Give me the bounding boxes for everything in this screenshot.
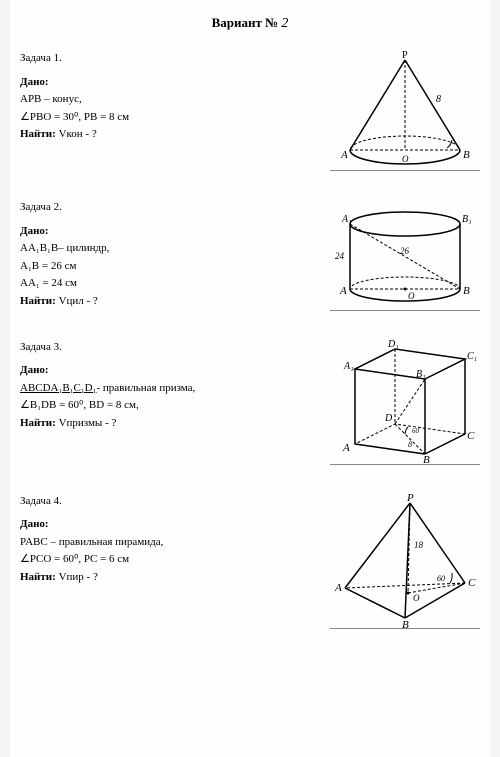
task-4-line-1: PABC – правильная пирамида, — [20, 534, 320, 552]
worksheet-page: Вариант № 2 Задача 1. Дано: APB – конус,… — [10, 0, 490, 757]
task-2-title: Задача 2. — [20, 199, 320, 217]
svg-text:A: A — [339, 285, 347, 297]
task-4-find: Найти: Vпир - ? — [20, 569, 320, 587]
svg-text:B: B — [423, 454, 430, 464]
find-value: Vпир - ? — [59, 571, 98, 583]
given-label: Дано: — [20, 74, 320, 92]
find-label: Найти: — [20, 295, 56, 307]
task-1-text: Задача 1. Дано: APB – конус, ∠PBO = 30⁰,… — [20, 50, 330, 171]
task-1: Задача 1. Дано: APB – конус, ∠PBO = 30⁰,… — [20, 50, 480, 171]
svg-text:A: A — [340, 149, 348, 161]
task-2: Задача 2. Дано: AA₁B₁B– цилиндр, A₁B = 2… — [20, 199, 480, 311]
svg-text:B: B — [402, 619, 409, 628]
find-value: Vкон - ? — [59, 128, 97, 140]
task-1-title: Задача 1. — [20, 50, 320, 68]
variant-number: 2 — [281, 16, 288, 31]
svg-text:18: 18 — [414, 540, 424, 550]
task-4-title: Задача 4. — [20, 493, 320, 511]
cylinder-icon: A₁ B₁ A B O 24 26 — [330, 199, 480, 309]
variant-header: Вариант № 2 — [20, 15, 480, 32]
task-2-text: Задача 2. Дано: AA₁B₁B– цилиндр, A₁B = 2… — [20, 199, 330, 311]
svg-text:O: O — [413, 593, 420, 603]
svg-text:B₁: B₁ — [462, 214, 472, 225]
variant-label: Вариант № — [212, 15, 279, 30]
svg-text:A: A — [334, 582, 342, 594]
task-3-diagram: A₁ B₁ C₁ D₁ A B C D 8 60 — [330, 339, 480, 465]
task-1-line-1: APB – конус, — [20, 91, 320, 109]
task-4-diagram: P A B C O 18 60 — [330, 493, 480, 629]
svg-text:C: C — [468, 577, 476, 589]
task-3-text: Задача 3. Дано: ABCDA₁B₁C₁D₁- правильная… — [20, 339, 330, 465]
svg-text:8: 8 — [408, 440, 412, 449]
task-3-title: Задача 3. — [20, 339, 320, 357]
task-1-line-2: ∠PBO = 30⁰, PB = 8 см — [20, 109, 320, 127]
svg-text:D₁: D₁ — [387, 339, 399, 350]
task-4-text: Задача 4. Дано: PABC – правильная пирами… — [20, 493, 330, 629]
svg-text:C: C — [467, 430, 475, 442]
given-label: Дано: — [20, 362, 320, 380]
given-label: Дано: — [20, 516, 320, 534]
find-label: Найти: — [20, 128, 56, 140]
given-label: Дано: — [20, 223, 320, 241]
task-3-find: Найти: Vпризмы - ? — [20, 415, 320, 433]
svg-text:A₁: A₁ — [343, 361, 354, 372]
pyramid-icon: P A B C O 18 60 — [330, 493, 480, 628]
svg-text:A₁: A₁ — [341, 214, 352, 225]
underlined-text: ABCDA₁B₁C₁D₁ — [20, 382, 96, 394]
svg-text:C₁: C₁ — [467, 351, 477, 362]
find-label: Найти: — [20, 417, 56, 429]
task-3: Задача 3. Дано: ABCDA₁B₁C₁D₁- правильная… — [20, 339, 480, 465]
svg-text:P: P — [406, 493, 414, 504]
find-value: Vцил - ? — [59, 295, 98, 307]
task-4: Задача 4. Дано: PABC – правильная пирами… — [20, 493, 480, 629]
task-2-line-1: AA₁B₁B– цилиндр, — [20, 240, 320, 258]
after-text: - правильная призма, — [96, 382, 195, 394]
svg-text:B: B — [463, 285, 470, 297]
svg-text:24: 24 — [335, 251, 345, 261]
task-1-diagram: P A B O 8 — [330, 50, 480, 171]
svg-text:B: B — [463, 149, 470, 161]
svg-text:D: D — [384, 413, 393, 424]
svg-text:26: 26 — [400, 246, 410, 256]
task-2-line-2: A₁B = 26 см — [20, 258, 320, 276]
task-2-line-3: AA₁ = 24 см — [20, 275, 320, 293]
svg-text:B₁: B₁ — [416, 369, 426, 380]
find-value: Vпризмы - ? — [59, 417, 117, 429]
task-3-line-2: ∠B₁DB = 60⁰, BD = 8 см, — [20, 397, 320, 415]
task-1-find: Найти: Vкон - ? — [20, 126, 320, 144]
task-4-line-2: ∠PCO = 60⁰, PC = 6 см — [20, 551, 320, 569]
svg-text:60: 60 — [412, 427, 420, 435]
svg-text:P: P — [402, 50, 408, 61]
svg-text:8: 8 — [436, 94, 441, 105]
find-label: Найти: — [20, 571, 56, 583]
svg-text:A: A — [342, 442, 350, 454]
svg-text:60: 60 — [437, 574, 445, 583]
svg-text:O: O — [402, 154, 409, 164]
svg-text:O: O — [408, 291, 415, 301]
task-2-diagram: A₁ B₁ A B O 24 26 — [330, 199, 480, 311]
prism-icon: A₁ B₁ C₁ D₁ A B C D 8 60 — [330, 339, 480, 464]
task-2-find: Найти: Vцил - ? — [20, 293, 320, 311]
cone-icon: P A B O 8 — [335, 50, 475, 170]
task-3-line-1: ABCDA₁B₁C₁D₁- правильная призма, — [20, 380, 320, 398]
